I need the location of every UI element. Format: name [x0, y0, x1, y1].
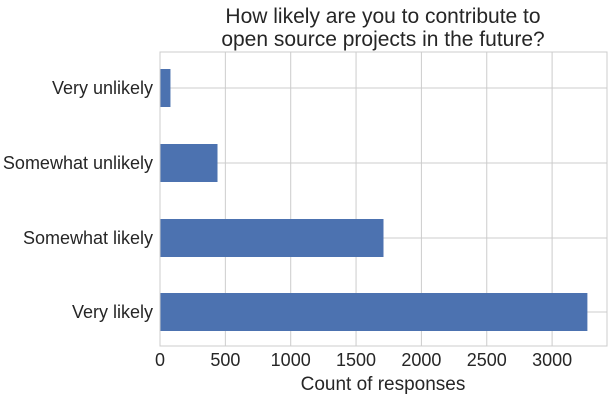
x-tick-label: 0 — [155, 350, 165, 370]
x-tick-label: 2500 — [467, 350, 507, 370]
bar — [160, 293, 588, 331]
y-tick-label: Somewhat unlikely — [3, 153, 153, 173]
x-tick-label: 1000 — [271, 350, 311, 370]
axis-labels: Count of responses — [301, 374, 466, 395]
y-tick-label: Very unlikely — [52, 78, 153, 98]
y-tick-label: Somewhat likely — [23, 228, 153, 248]
chart-title-group: How likely are you to contribute toopen … — [221, 5, 544, 51]
y-tick-label: Very likely — [72, 302, 153, 322]
x-axis-label: Count of responses — [301, 374, 466, 395]
bar — [160, 219, 384, 257]
y-tick-labels: Very unlikely Somewhat unlikely Somewhat l… — [3, 78, 153, 322]
plot-frame-group — [159, 51, 608, 347]
x-tick-label: 500 — [210, 350, 240, 370]
x-tick-label: 2000 — [401, 350, 441, 370]
chart-title-line: How likely are you to contribute to — [225, 5, 540, 28]
bar — [160, 144, 218, 182]
chart-title-line: open source projects in the future? — [221, 28, 544, 51]
bar — [160, 69, 171, 107]
x-tick-label: 1500 — [336, 350, 376, 370]
x-tick-label: 3000 — [532, 350, 572, 370]
x-tick-labels: 0 500 1000 1500 2000 2500 3000 — [155, 350, 572, 370]
bars — [160, 69, 588, 331]
plot-frame — [159, 51, 608, 347]
